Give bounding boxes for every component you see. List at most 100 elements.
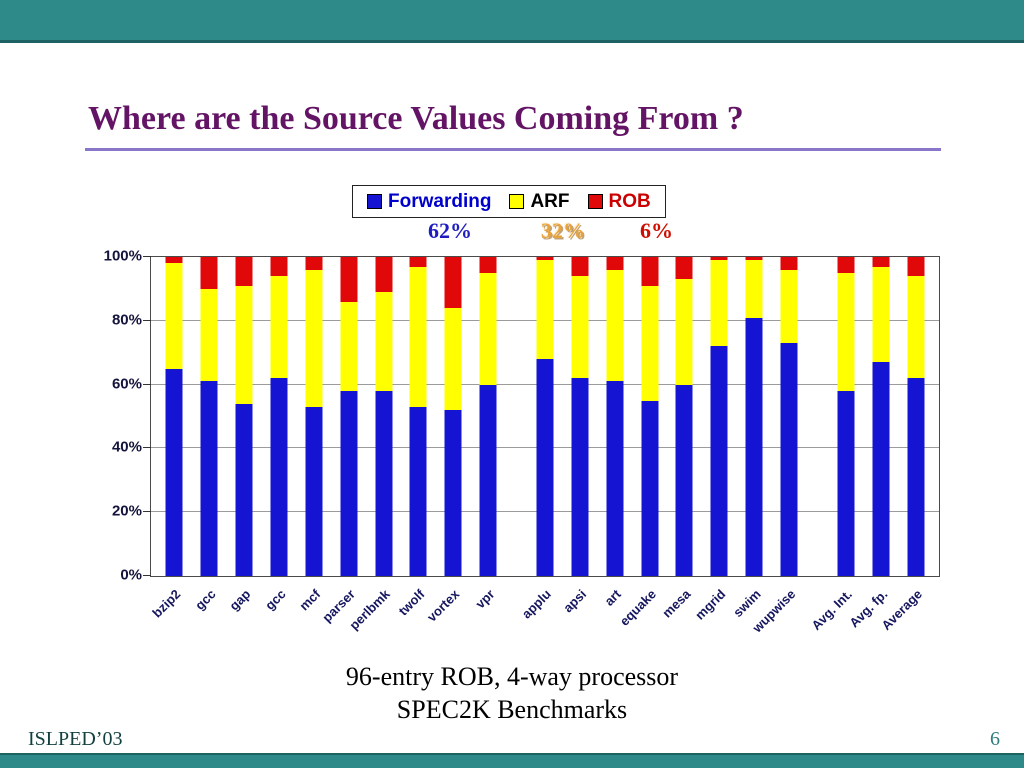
x-axis-label: vpr xyxy=(472,586,498,612)
y-axis-label: 60% xyxy=(111,375,142,393)
legend-swatch-forwarding xyxy=(367,194,382,209)
bar-segment-rob xyxy=(165,257,183,264)
bar-segment-forwarding xyxy=(165,368,183,576)
bar-segment-forwarding xyxy=(606,381,624,576)
y-axis-tick xyxy=(143,319,151,321)
bar-column: Avg. fp. xyxy=(846,257,898,630)
bar-segment-forwarding xyxy=(270,378,288,576)
y-axis-tick xyxy=(143,256,151,257)
x-axis-label: mesa xyxy=(659,586,694,621)
bar-segment-rob xyxy=(375,257,393,293)
y-axis-label: 100% xyxy=(103,247,142,265)
x-axis-label: Avg. Int. xyxy=(808,586,856,633)
bar-segment-arf xyxy=(305,269,323,407)
bar-column: art xyxy=(597,257,632,609)
bar-column: parser xyxy=(319,257,366,625)
bar-segment-rob xyxy=(444,257,462,309)
legend-label: ARF xyxy=(530,190,570,212)
y-axis-label: 20% xyxy=(111,502,142,520)
stacked-bar xyxy=(375,257,393,576)
y-axis-tick xyxy=(143,447,151,449)
stacked-bar xyxy=(641,257,659,576)
bar-segment-forwarding xyxy=(710,346,728,576)
bar-segment-rob xyxy=(837,257,855,273)
bar-column: twolf xyxy=(396,257,436,618)
y-axis-label: 0% xyxy=(120,566,142,584)
bar-column: gcc xyxy=(262,257,297,613)
bar-segment-forwarding xyxy=(837,390,855,576)
top-accent-band xyxy=(0,0,1024,43)
stacked-bar xyxy=(907,257,925,576)
bar-column: Average xyxy=(878,257,933,633)
bar-segment-rob xyxy=(571,257,589,277)
bar-segment-arf xyxy=(165,263,183,369)
bar-segment-forwarding xyxy=(340,390,358,576)
bar-segment-arf xyxy=(837,272,855,391)
bar-segment-forwarding xyxy=(641,400,659,576)
x-axis-label: gap xyxy=(226,586,254,614)
bar-segment-arf xyxy=(710,260,728,347)
bar-column: Avg. Int. xyxy=(809,257,863,633)
bar-column: applu xyxy=(519,257,563,622)
stacked-bar xyxy=(479,257,497,576)
bar-segment-rob xyxy=(710,257,728,261)
legend-label: ROB xyxy=(608,190,651,212)
x-axis-label: apsi xyxy=(560,586,590,616)
bars-row: bzip2 gcc gap gcc mcf parser perlbmk twolf vorte… xyxy=(150,257,939,635)
stacked-bar xyxy=(270,257,288,576)
x-axis-label: gcc xyxy=(261,586,289,613)
bar-segment-forwarding xyxy=(444,410,462,576)
stacked-bar xyxy=(200,257,218,576)
legend-item-arf: ARF xyxy=(509,190,570,213)
bar-segment-arf xyxy=(641,285,659,401)
x-axis-label: mcf xyxy=(296,586,324,614)
bar-column: gcc xyxy=(192,257,227,613)
bar-column: perlbmk xyxy=(346,257,401,633)
bar-segment-forwarding xyxy=(200,381,218,576)
bar-column: equake xyxy=(617,257,667,629)
bar-column: mesa xyxy=(660,257,702,621)
stacked-bar xyxy=(165,257,183,576)
legend-label: Forwarding xyxy=(388,190,492,212)
bar-segment-rob xyxy=(235,257,253,286)
stacked-bar xyxy=(606,257,624,576)
stacked-bar xyxy=(536,257,554,576)
x-axis-label: bzip2 xyxy=(149,586,184,621)
bar-column: vpr xyxy=(471,257,506,611)
y-axis-tick xyxy=(143,383,151,385)
stacked-bar xyxy=(340,257,358,576)
bar-column: swim xyxy=(730,257,772,620)
chart-legend: Forwarding ARF ROB xyxy=(352,185,666,218)
legend-item-forwarding: Forwarding xyxy=(367,191,491,213)
chart-annotations: 62% 32% 6% xyxy=(0,218,1024,248)
bar-segment-arf xyxy=(270,276,288,379)
annotation-62pct: 62% xyxy=(428,218,472,243)
bar-column: mgrid xyxy=(692,257,737,623)
x-axis-label: equake xyxy=(616,586,659,629)
bar-column: gap xyxy=(226,257,262,613)
bar-column: bzip2 xyxy=(150,257,192,621)
bar-segment-rob xyxy=(479,257,497,273)
legend-swatch-rob xyxy=(587,194,603,209)
bar-segment-forwarding xyxy=(745,317,763,576)
stacked-bar xyxy=(444,257,462,576)
bar-segment-rob xyxy=(409,257,427,267)
bar-segment-arf xyxy=(606,269,624,382)
y-axis: 0% 20% 40% 60% 80% 100% xyxy=(90,248,142,584)
x-axis-label: applu xyxy=(519,586,555,622)
x-axis-label: gcc xyxy=(192,586,219,613)
group-gap xyxy=(806,257,828,576)
plot-area: bzip2 gcc gap gcc mcf parser perlbmk twolf vorte… xyxy=(143,256,940,635)
bar-segment-forwarding xyxy=(571,378,589,576)
x-axis-label: vortex xyxy=(424,586,463,625)
bar-segment-forwarding xyxy=(675,384,693,576)
bar-segment-rob xyxy=(745,257,763,261)
bar-segment-arf xyxy=(444,308,462,411)
stacked-bar xyxy=(837,257,855,576)
y-axis-tick xyxy=(143,575,151,576)
page-title: Where are the Source Values Coming From … xyxy=(88,100,744,137)
stacked-bar xyxy=(675,257,693,576)
bar-segment-arf xyxy=(235,285,253,404)
bar-segment-arf xyxy=(375,292,393,391)
